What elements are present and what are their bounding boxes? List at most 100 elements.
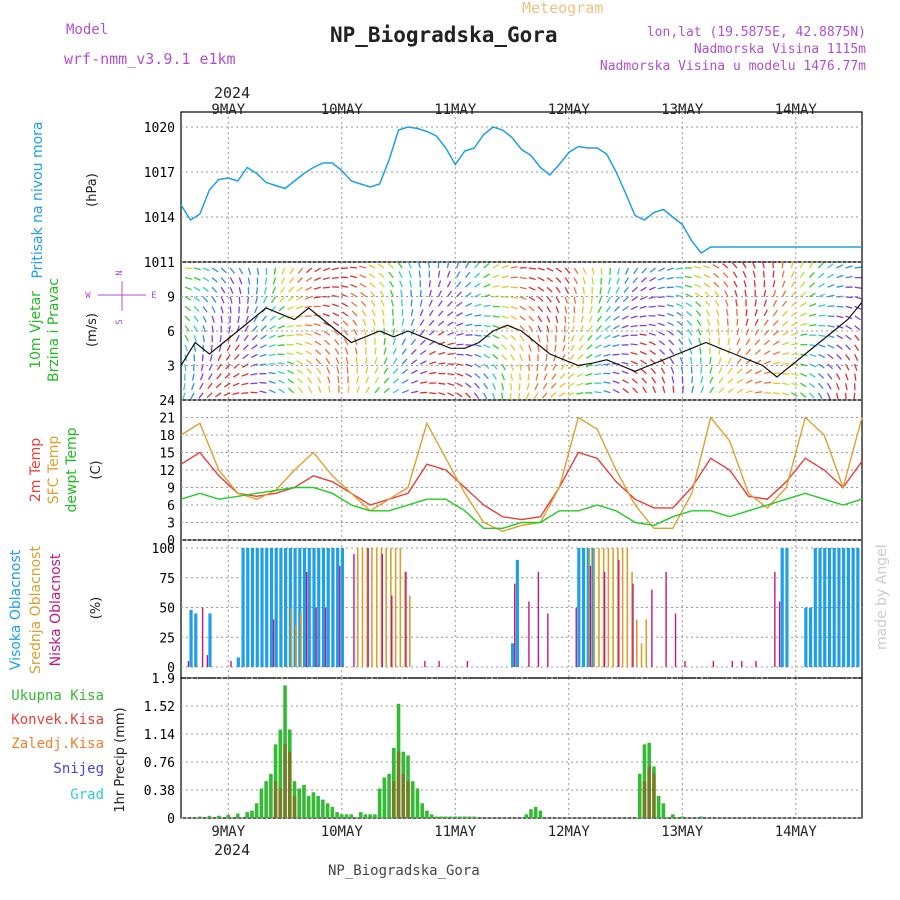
wind-barb: [314, 331, 322, 336]
wind-barb: [640, 277, 647, 283]
wind-barb: [304, 332, 312, 336]
wind-barb: [410, 309, 414, 317]
wind-barb: [553, 354, 557, 362]
wind-barb: [232, 392, 240, 396]
wind-barb: [630, 352, 638, 356]
y-tick-label: 1020: [144, 121, 175, 136]
wind-barb: [727, 377, 734, 384]
wind-barb: [492, 284, 500, 288]
wind-barb: [269, 325, 276, 330]
wind-barb: [277, 334, 285, 338]
wind-barb: [279, 286, 286, 294]
wind-barb: [277, 379, 285, 384]
wind-barb: [220, 267, 227, 274]
wind-barb: [535, 373, 539, 381]
wind-barb: [216, 363, 222, 371]
low-cloud-bar: [651, 589, 653, 667]
wind-barb: [474, 334, 482, 337]
wind-barb: [818, 283, 825, 288]
wind-barb: [251, 344, 258, 350]
low-cloud-bar: [589, 565, 592, 667]
x-tick-label-bottom: 13MAY: [661, 824, 704, 840]
wind-barb: [287, 369, 294, 375]
wind-barb: [639, 350, 647, 355]
low-cloud-bar: [665, 571, 667, 667]
x-tick-label-top: 13MAY: [661, 102, 704, 118]
temp-dew-line: [180, 486, 863, 529]
wind-barb: [632, 277, 638, 284]
wind-barb: [603, 353, 611, 357]
low-cloud-bar: [547, 613, 549, 667]
wind-barb: [428, 280, 432, 288]
wind-barb: [447, 311, 454, 317]
wind-barb: [826, 382, 832, 390]
wind-barb: [745, 348, 752, 355]
wind-barb: [392, 357, 398, 365]
wind-barb: [238, 296, 241, 304]
x-tick-label-top: 11MAY: [434, 102, 477, 118]
wind-barb: [763, 339, 771, 346]
wind-barb: [657, 276, 665, 281]
wind-barb: [791, 372, 799, 376]
wind-barb: [703, 282, 711, 288]
wind-barb: [492, 373, 498, 380]
wind-barb: [657, 313, 665, 317]
wind-barb: [307, 386, 313, 394]
wind-barb: [234, 344, 240, 351]
wind-barb: [517, 392, 521, 400]
wind-barb: [304, 305, 312, 309]
high-cloud-bar: [851, 548, 855, 667]
wind-barb: [745, 308, 748, 317]
wind-barb: [281, 267, 286, 275]
mid-cloud-bar: [593, 548, 596, 667]
wind-barb: [586, 344, 593, 350]
wind-barb: [347, 385, 350, 393]
wind-barb: [799, 271, 805, 278]
wind-barb: [306, 368, 313, 375]
wind-barb: [570, 334, 575, 342]
wind-barb: [537, 315, 543, 323]
wind-barb: [733, 280, 738, 288]
wind-barb: [218, 344, 222, 352]
wind-barb: [456, 322, 464, 327]
wind-barb: [253, 315, 258, 323]
wind-barb: [199, 382, 204, 390]
y-tick-label: 0.38: [144, 784, 175, 799]
wind-barb: [722, 263, 729, 269]
wind-barb: [346, 366, 349, 374]
wind-barb: [695, 310, 702, 317]
mid-cloud-bar: [300, 613, 302, 667]
wind-barb: [588, 315, 593, 323]
precip-legend-label: Snijeg: [53, 761, 104, 777]
footer-station: NP_Biogradska_Gora: [328, 863, 480, 879]
wind-barb: [607, 286, 611, 295]
wind-barb: [410, 359, 418, 365]
wind-barb: [316, 367, 322, 374]
wind-barb: [582, 267, 587, 275]
wind-barb: [313, 296, 321, 299]
wind-barb: [546, 325, 550, 333]
wind-barb: [582, 277, 586, 285]
wind-barb: [615, 286, 620, 294]
wind-barb: [612, 334, 620, 339]
wind-barb: [696, 319, 702, 326]
wind-barb: [206, 392, 213, 399]
wind-barb: [390, 299, 394, 307]
wind-barb: [306, 267, 313, 274]
wind-barb: [589, 306, 593, 314]
wind-barb: [519, 325, 526, 332]
wind-barb: [559, 373, 566, 380]
wind-barb: [555, 306, 560, 314]
wind-barb: [211, 296, 217, 304]
wind-barb: [697, 328, 702, 336]
wind-barb: [568, 363, 575, 370]
wind-barb: [836, 334, 844, 340]
wind-barb: [621, 353, 629, 356]
wind-barb: [781, 300, 788, 307]
wind-barb: [528, 267, 536, 270]
wind-barb: [241, 392, 249, 395]
high-cloud-bar: [298, 548, 302, 667]
high-cloud-bar: [842, 548, 846, 667]
wind-barb: [763, 350, 771, 355]
wind-barb: [585, 372, 593, 377]
